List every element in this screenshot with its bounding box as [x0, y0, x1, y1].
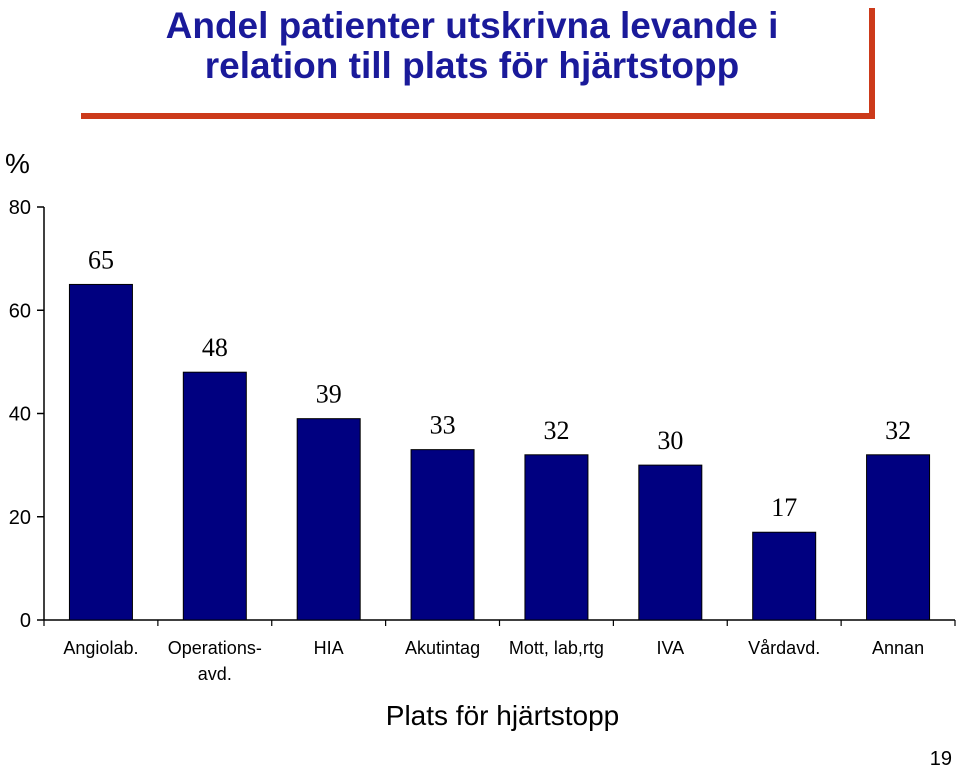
y-axis-label: % [5, 148, 30, 179]
x-axis-label: Plats för hjärtstopp [385, 700, 620, 731]
y-tick-label: 0 [20, 610, 31, 632]
title-box: Andel patienter utskrivna levande i rela… [75, 2, 875, 119]
bar [524, 454, 589, 621]
y-tick-label: 80 [9, 197, 31, 219]
data-label: 33 [430, 411, 456, 440]
data-label: 32 [543, 416, 569, 445]
bar [68, 283, 133, 621]
bar [638, 464, 703, 621]
bar [182, 371, 247, 621]
title-panel: Andel patienter utskrivna levande i rela… [75, 2, 869, 113]
bar [752, 531, 817, 621]
bar [296, 418, 361, 621]
y-tick-label: 60 [9, 300, 31, 322]
y-tick-label: 40 [9, 404, 31, 426]
category-label: IVA [656, 638, 684, 658]
category-label: Mott, lab,rtg [509, 638, 604, 658]
bar [866, 454, 931, 621]
data-label: 39 [316, 380, 342, 409]
category-label: Annan [872, 638, 924, 658]
data-label: 32 [885, 416, 911, 445]
data-label: 30 [657, 426, 683, 455]
category-label: Operations-avd. [168, 638, 262, 684]
data-label: 65 [88, 245, 114, 274]
category-label: Angiolab. [63, 638, 138, 658]
data-label: 17 [771, 493, 797, 522]
category-label: Vårdavd. [748, 638, 820, 658]
category-label: HIA [314, 638, 344, 658]
data-label: 48 [202, 333, 228, 362]
chart-title: Andel patienter utskrivna levande i rela… [165, 5, 779, 86]
bar [410, 449, 475, 621]
page-number: 19 [929, 748, 952, 770]
y-tick-label: 20 [9, 507, 31, 529]
category-label: Akutintag [405, 638, 480, 658]
